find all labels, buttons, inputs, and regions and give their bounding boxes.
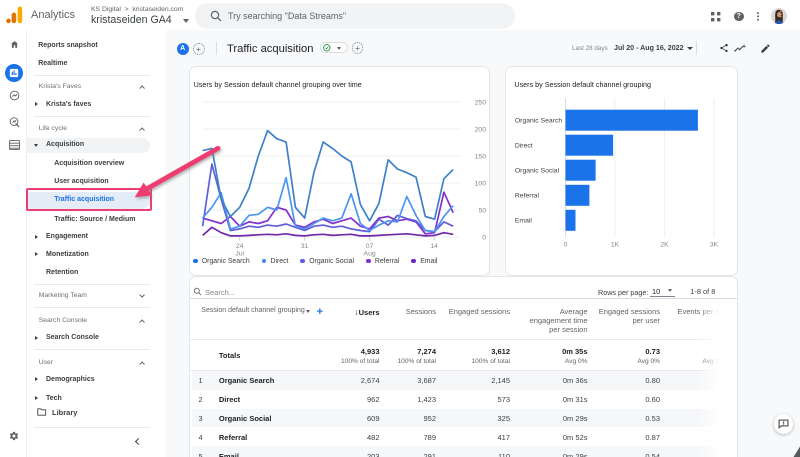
svg-text:14: 14 [430, 243, 438, 250]
svg-text:100: 100 [475, 180, 487, 187]
svg-text:50: 50 [478, 207, 486, 214]
svg-text:250: 250 [475, 99, 487, 106]
svg-text:24: 24 [236, 243, 244, 250]
svg-text:Direct: Direct [514, 143, 532, 150]
svg-text:Organic Search: Organic Search [514, 118, 561, 125]
svg-text:Organic Social: Organic Social [514, 168, 559, 175]
svg-text:1K: 1K [610, 242, 619, 249]
svg-text:Aug: Aug [364, 251, 376, 258]
svg-text:Email: Email [514, 218, 531, 225]
svg-text:3K: 3K [709, 242, 718, 249]
svg-text:200: 200 [475, 126, 487, 133]
svg-text:31: 31 [301, 243, 309, 250]
svg-text:Referral: Referral [514, 193, 539, 200]
svg-text:07: 07 [366, 243, 374, 250]
svg-text:0: 0 [482, 234, 486, 241]
svg-text:150: 150 [475, 153, 487, 160]
svg-text:Jul: Jul [235, 251, 244, 258]
svg-text:0: 0 [563, 242, 567, 249]
svg-text:2K: 2K [660, 242, 669, 249]
